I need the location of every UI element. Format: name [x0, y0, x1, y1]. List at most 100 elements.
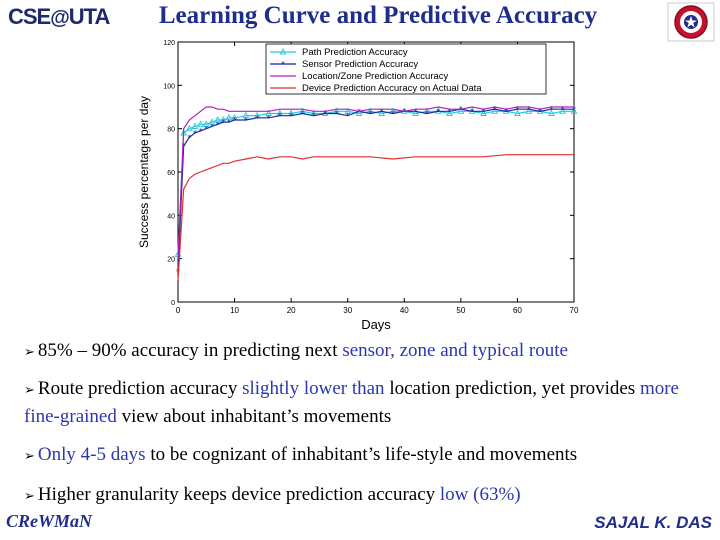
data-point — [214, 116, 221, 123]
series-line-1 — [177, 110, 574, 255]
data-point: * — [267, 114, 271, 123]
bullet-part-highlight: sensor, zone and typical route — [342, 340, 568, 361]
data-point — [197, 120, 204, 127]
data-point: * — [538, 107, 542, 116]
data-point: * — [572, 105, 576, 114]
legend-entry: Location/Zone Prediction Accuracy — [302, 71, 449, 82]
bullet-part-highlight: slightly lower than — [242, 378, 390, 399]
x-axis-label: Days — [361, 317, 391, 332]
y-tick-label: 0 — [171, 300, 175, 307]
x-tick-label: 40 — [400, 306, 409, 315]
data-point — [446, 109, 453, 116]
data-point: * — [193, 129, 197, 138]
x-tick-label: 50 — [456, 306, 465, 315]
y-tick-label: 40 — [167, 213, 175, 220]
data-point — [344, 107, 352, 114]
bullet-item: ➢ Higher granularity keeps device predict… — [24, 482, 521, 510]
data-point: * — [221, 118, 225, 127]
data-point — [202, 120, 210, 127]
data-point — [525, 107, 533, 114]
bullet-text: 85% – 90% accuracy in predicting next se… — [38, 340, 568, 361]
bullet-item: ➢ Route prediction accuracy slightly lowe… — [24, 376, 714, 430]
data-point: * — [204, 125, 208, 134]
bullet-text: Only 4-5 days to be cognizant of inhabit… — [38, 444, 577, 465]
bullet-text: Higher granularity keeps device predicti… — [38, 484, 521, 505]
data-point — [225, 113, 233, 121]
x-tick-label: 30 — [343, 306, 352, 315]
university-seal-icon — [667, 2, 715, 42]
data-point — [265, 109, 272, 116]
data-point — [412, 109, 419, 116]
data-point: * — [414, 107, 418, 116]
data-point: * — [312, 112, 316, 121]
data-point: * — [244, 116, 248, 125]
data-point — [514, 109, 521, 116]
legend-entry: Sensor Prediction Accuracy — [302, 59, 418, 70]
arrow-bullet-icon: ➢ — [24, 345, 35, 360]
data-point: * — [481, 107, 485, 116]
logo-text-cse: CSE — [8, 4, 51, 29]
data-point: * — [425, 110, 429, 119]
data-point — [570, 107, 578, 114]
data-point — [355, 109, 363, 116]
data-point: * — [210, 123, 214, 132]
x-tick-label: 60 — [513, 306, 522, 315]
data-point: * — [227, 118, 231, 127]
arrow-bullet-icon: ➢ — [24, 489, 35, 504]
page-title: Learning Curve and Predictive Accuracy — [158, 2, 598, 29]
data-point: * — [346, 112, 350, 121]
y-tick-label: 20 — [167, 257, 175, 264]
data-point: * — [233, 116, 237, 125]
data-point: * — [448, 107, 452, 116]
y-axis-label: Success percentage per day — [137, 96, 151, 248]
data-point: * — [368, 110, 372, 119]
data-point — [559, 107, 567, 114]
legend-box — [265, 43, 547, 95]
bullet-part-highlight: more fine-grained — [24, 378, 679, 427]
x-tick-label: 70 — [570, 306, 579, 315]
data-point — [548, 109, 555, 116]
data-point: * — [470, 107, 474, 116]
data-point: * — [289, 112, 293, 121]
x-tick-label: 20 — [287, 306, 296, 315]
data-point — [480, 109, 487, 116]
data-point: * — [504, 107, 508, 116]
bullet-part: Route prediction accuracy — [37, 378, 243, 399]
data-point: * — [493, 105, 497, 114]
data-point: * — [255, 114, 259, 123]
bullet-part: to be cognizant of inhabitant’s life-sty… — [150, 444, 578, 465]
series-line-4 — [177, 154, 574, 281]
data-point: * — [549, 105, 553, 114]
data-point: * — [187, 133, 191, 142]
data-point — [378, 109, 385, 116]
data-point — [242, 111, 250, 119]
bullet-part: view about inhabitant’s movements — [121, 406, 392, 427]
y-tick-label: 60 — [167, 170, 175, 177]
data-point: * — [527, 105, 531, 114]
data-point: * — [334, 110, 338, 119]
series-line-3 — [177, 106, 574, 259]
data-point: * — [561, 105, 565, 114]
footer-author: SAJAL K. DAS — [594, 513, 712, 532]
data-point: * — [391, 110, 395, 119]
data-point: * — [278, 112, 282, 121]
data-point: * — [323, 110, 327, 119]
y-tick-label: 100 — [163, 83, 175, 90]
data-point: * — [199, 127, 203, 136]
data-point: * — [300, 110, 304, 119]
data-point — [191, 122, 199, 129]
bullet-part: Higher granularity keeps device predicti… — [37, 484, 440, 505]
bullet-item: ➢ 85% – 90% accuracy in predicting next s… — [24, 338, 568, 366]
data-point — [491, 107, 499, 114]
legend-marker — [279, 48, 287, 55]
arrow-bullet-icon: ➢ — [24, 449, 35, 464]
footer-lab-name: CReWMaN — [6, 511, 93, 531]
data-point: * — [515, 105, 519, 114]
series-line-2 — [177, 108, 574, 272]
arrow-bullet-icon: ➢ — [24, 383, 35, 398]
legend-entry: Path Prediction Accuracy — [302, 47, 408, 58]
legend-marker: * — [281, 60, 285, 69]
data-point — [208, 118, 216, 125]
bullet-part: location prediction, yet provides — [389, 378, 640, 399]
legend-entry: Device Prediction Accuracy on Actual Dat… — [302, 83, 482, 94]
